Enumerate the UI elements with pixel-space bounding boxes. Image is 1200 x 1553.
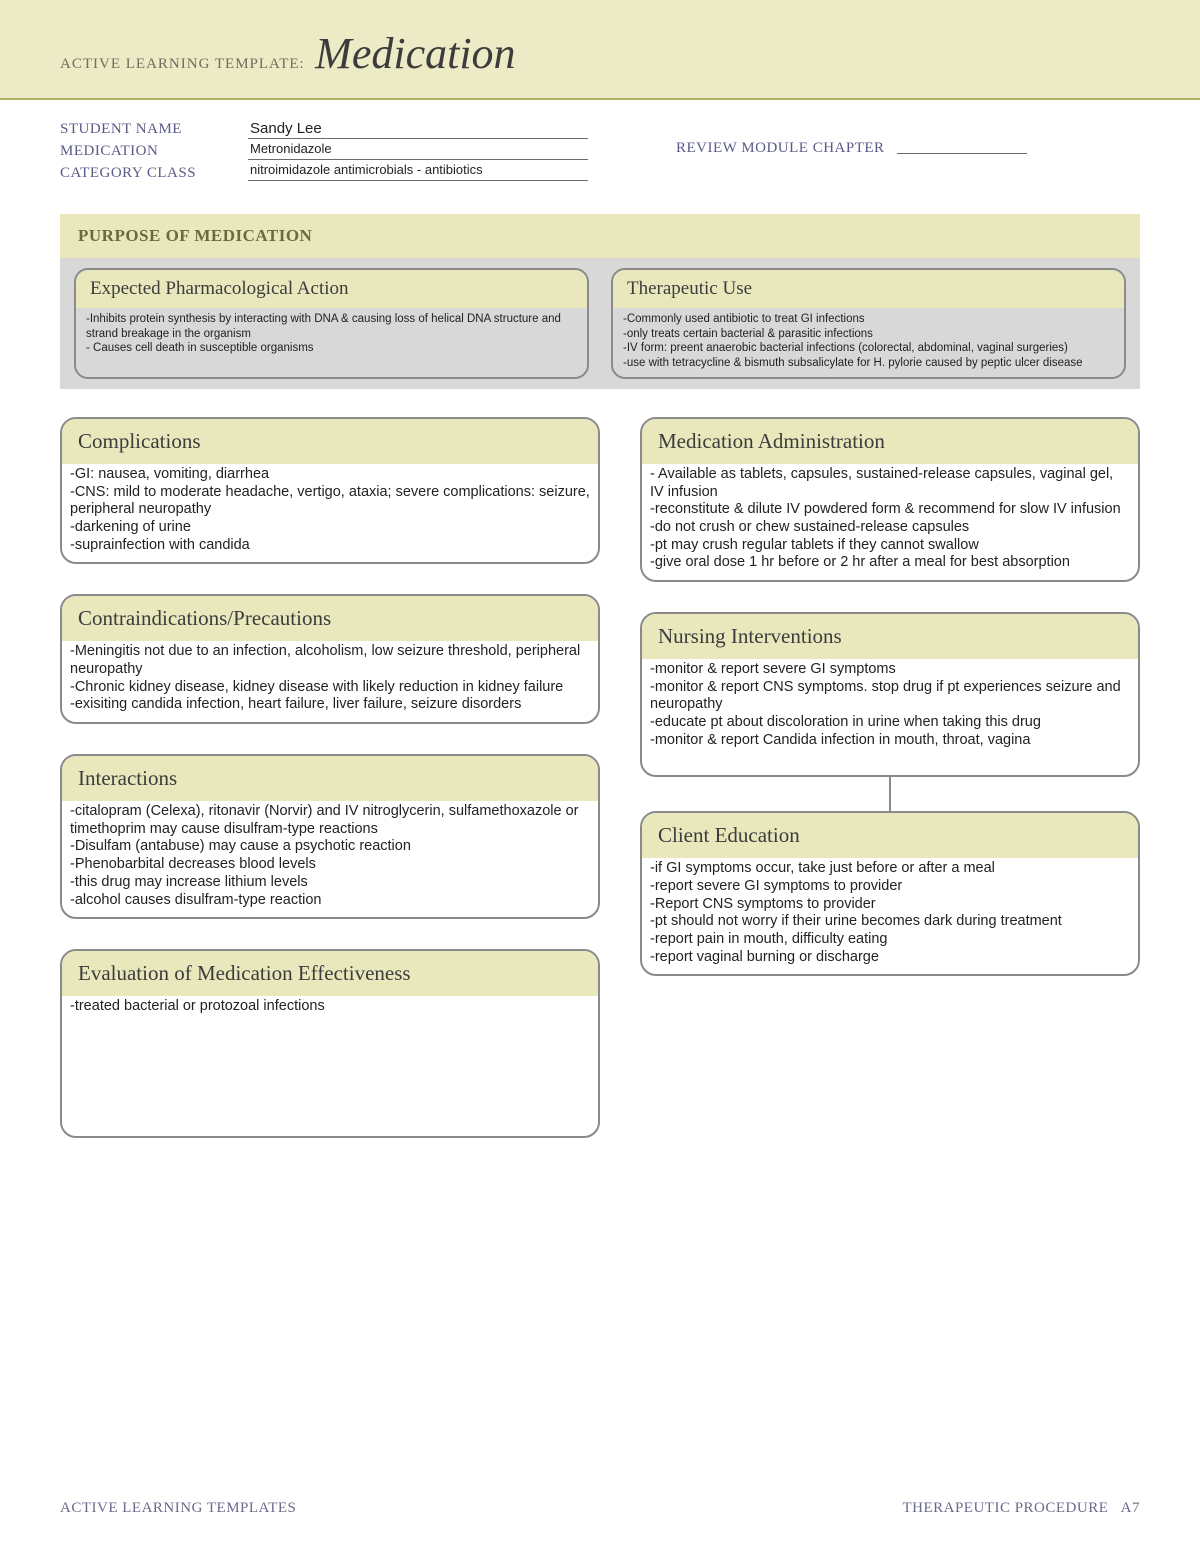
purpose-block: PURPOSE OF MEDICATION Expected Pharmacol… (60, 214, 1140, 389)
footer-page-number: A7 (1121, 1500, 1140, 1516)
field-medication: Metronidazole (248, 139, 588, 160)
footer-right-label: THERAPEUTIC PROCEDURE (902, 1500, 1108, 1516)
card-body: -Inhibits protein synthesis by interacti… (76, 308, 587, 362)
card-body: -Meningitis not due to an infection, alc… (62, 641, 598, 722)
meta-row: STUDENT NAME MEDICATION CATEGORY CLASS S… (0, 100, 1200, 196)
card-title: Therapeutic Use (613, 270, 1124, 308)
card-title: Interactions (62, 756, 598, 801)
footer-left: ACTIVE LEARNING TEMPLATES (60, 1500, 296, 1517)
footer: ACTIVE LEARNING TEMPLATES THERAPEUTIC PR… (60, 1500, 1140, 1517)
card-interactions: Interactions -citalopram (Celexa), riton… (60, 754, 600, 919)
card-body: - Available as tablets, capsules, sustai… (642, 464, 1138, 580)
field-student-name: Sandy Lee (248, 118, 588, 139)
header-title: Medication (315, 28, 515, 79)
card-therapeutic-use: Therapeutic Use -Commonly used antibioti… (611, 268, 1126, 379)
card-client-education: Client Education -if GI symptoms occur, … (640, 811, 1140, 976)
right-column: Medication Administration - Available as… (640, 417, 1140, 1168)
card-complications: Complications -GI: nausea, vomiting, dia… (60, 417, 600, 564)
label-medication: MEDICATION (60, 140, 230, 162)
review-module: REVIEW MODULE CHAPTER (676, 140, 1027, 157)
card-body: -treated bacterial or protozoal infectio… (62, 996, 598, 1136)
card-title: Client Education (642, 813, 1138, 858)
card-nursing: Nursing Interventions -monitor & report … (640, 612, 1140, 777)
card-title: Contraindications/Precautions (62, 596, 598, 641)
label-category: CATEGORY CLASS (60, 162, 230, 184)
label-student: STUDENT NAME (60, 118, 230, 140)
card-body: -monitor & report severe GI symptoms -mo… (642, 659, 1138, 775)
card-body: -Commonly used antibiotic to treat GI in… (613, 308, 1124, 377)
left-column: Complications -GI: nausea, vomiting, dia… (60, 417, 600, 1168)
card-body: -GI: nausea, vomiting, diarrhea -CNS: mi… (62, 464, 598, 562)
card-contraindications: Contraindications/Precautions -Meningiti… (60, 594, 600, 724)
card-title: Medication Administration (642, 419, 1138, 464)
card-body: -if GI symptoms occur, take just before … (642, 858, 1138, 974)
page: ACTIVE LEARNING TEMPLATE: Medication STU… (0, 0, 1200, 1553)
card-title: Complications (62, 419, 598, 464)
meta-labels: STUDENT NAME MEDICATION CATEGORY CLASS (60, 118, 230, 184)
footer-right: THERAPEUTIC PROCEDURE A7 (902, 1500, 1140, 1517)
columns: Complications -GI: nausea, vomiting, dia… (60, 417, 1140, 1168)
header-prefix: ACTIVE LEARNING TEMPLATE: (60, 56, 305, 73)
purpose-inner: Expected Pharmacological Action -Inhibit… (60, 258, 1140, 383)
card-administration: Medication Administration - Available as… (640, 417, 1140, 582)
connector-line (889, 777, 891, 811)
header-band: ACTIVE LEARNING TEMPLATE: Medication (0, 0, 1200, 100)
review-module-line (897, 144, 1027, 154)
review-module-label: REVIEW MODULE CHAPTER (676, 140, 885, 157)
card-title: Expected Pharmacological Action (76, 270, 587, 308)
purpose-heading: PURPOSE OF MEDICATION (60, 214, 1140, 258)
card-title: Evaluation of Medication Effectiveness (62, 951, 598, 996)
card-body: -citalopram (Celexa), ritonavir (Norvir)… (62, 801, 598, 917)
card-evaluation: Evaluation of Medication Effectiveness -… (60, 949, 600, 1138)
card-title: Nursing Interventions (642, 614, 1138, 659)
meta-fields: Sandy Lee Metronidazole nitroimidazole a… (248, 118, 588, 181)
card-pharm-action: Expected Pharmacological Action -Inhibit… (74, 268, 589, 379)
field-category-class: nitroimidazole antimicrobials - antibiot… (248, 160, 588, 181)
